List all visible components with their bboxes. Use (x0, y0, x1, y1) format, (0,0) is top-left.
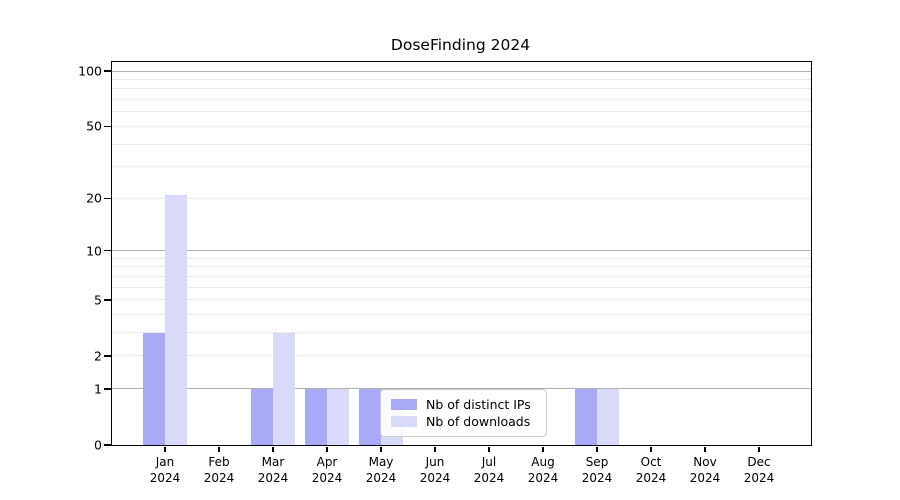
y-tick-label: 20 (86, 190, 102, 206)
gridline-minor (112, 197, 811, 199)
gridline-minor (112, 79, 811, 81)
x-tick-label: Dec 2024 (743, 455, 775, 485)
x-tick (380, 447, 382, 452)
y-tick (104, 249, 111, 252)
gridline-minor (112, 332, 811, 334)
gridline-minor (112, 166, 811, 168)
y-tick-label: 0 (94, 437, 102, 453)
gridline-minor (112, 276, 811, 278)
bar-distinct-ips (575, 388, 597, 445)
x-tick (488, 447, 490, 452)
legend-swatch-distinct-ips (391, 399, 417, 410)
gridline-major (112, 388, 811, 390)
legend: Nb of distinct IPs Nb of downloads (380, 389, 547, 437)
gridline-minor (112, 355, 811, 357)
gridline-minor (112, 111, 811, 113)
y-tick-label: 5 (94, 292, 102, 308)
gridline-minor (112, 143, 811, 145)
y-tick (104, 444, 111, 446)
legend-label-distinct-ips: Nb of distinct IPs (426, 397, 531, 412)
x-tick-label: Mar 2024 (257, 455, 289, 485)
x-tick-label: Sep 2024 (581, 455, 613, 485)
gridline-minor (112, 88, 811, 90)
x-tick-label: Oct 2024 (635, 455, 667, 485)
x-tick (596, 447, 598, 452)
y-tick-label: 10 (86, 243, 102, 259)
y-tick-label: 100 (78, 63, 102, 79)
x-tick-label: May 2024 (365, 455, 397, 485)
x-tick-label: Jul 2024 (473, 455, 505, 485)
gridline-minor (112, 99, 811, 101)
x-tick (434, 447, 436, 452)
bar-downloads (327, 388, 349, 445)
y-tick (104, 388, 111, 390)
gridline-major (112, 70, 811, 72)
bar-distinct-ips (359, 388, 381, 445)
bar-downloads (273, 332, 295, 445)
legend-swatch-downloads (391, 416, 417, 427)
bar-distinct-ips (305, 388, 327, 445)
bar-distinct-ips (143, 332, 165, 445)
plot-area: Nb of distinct IPs Nb of downloads 0 1 2 5 1… (78, 61, 812, 485)
x-tick (704, 447, 706, 452)
y-tick-label: 2 (94, 348, 102, 364)
gridline-minor (112, 314, 811, 316)
x-tick (326, 447, 328, 452)
legend-label-downloads: Nb of downloads (426, 414, 531, 429)
y-tick-label: 1 (94, 381, 102, 397)
y-tick (104, 70, 111, 72)
x-tick (164, 447, 166, 452)
bar-downloads (165, 194, 187, 445)
x-tick (650, 447, 652, 452)
gridline-minor (112, 266, 811, 268)
y-tick-label: 50 (86, 118, 102, 134)
x-tick-label: Feb 2024 (203, 455, 235, 485)
gridline-minor (112, 286, 811, 288)
chart-title: DoseFinding 2024 (390, 36, 531, 54)
x-tick-label: Apr 2024 (311, 455, 343, 485)
x-tick-label: Jan 2024 (149, 455, 181, 485)
y-tick (104, 299, 111, 301)
x-tick (218, 447, 220, 452)
gridline-minor (112, 257, 811, 259)
y-tick (104, 355, 111, 357)
gridline-minor (112, 299, 811, 301)
legend-row-distinct-ips: Nb of distinct IPs (391, 397, 536, 412)
bar-distinct-ips (251, 388, 273, 445)
x-tick (758, 447, 760, 452)
gridline-major (112, 250, 811, 252)
y-tick (104, 197, 111, 200)
bar-downloads (597, 388, 619, 445)
x-tick-label: Aug 2024 (527, 455, 559, 485)
x-tick (272, 447, 274, 452)
x-tick-label: Nov 2024 (689, 455, 721, 485)
legend-row-downloads: Nb of downloads (391, 414, 536, 429)
x-tick (542, 447, 544, 452)
gridline-minor (112, 125, 811, 127)
y-tick (104, 125, 111, 128)
x-tick-label: Jun 2024 (419, 455, 451, 485)
